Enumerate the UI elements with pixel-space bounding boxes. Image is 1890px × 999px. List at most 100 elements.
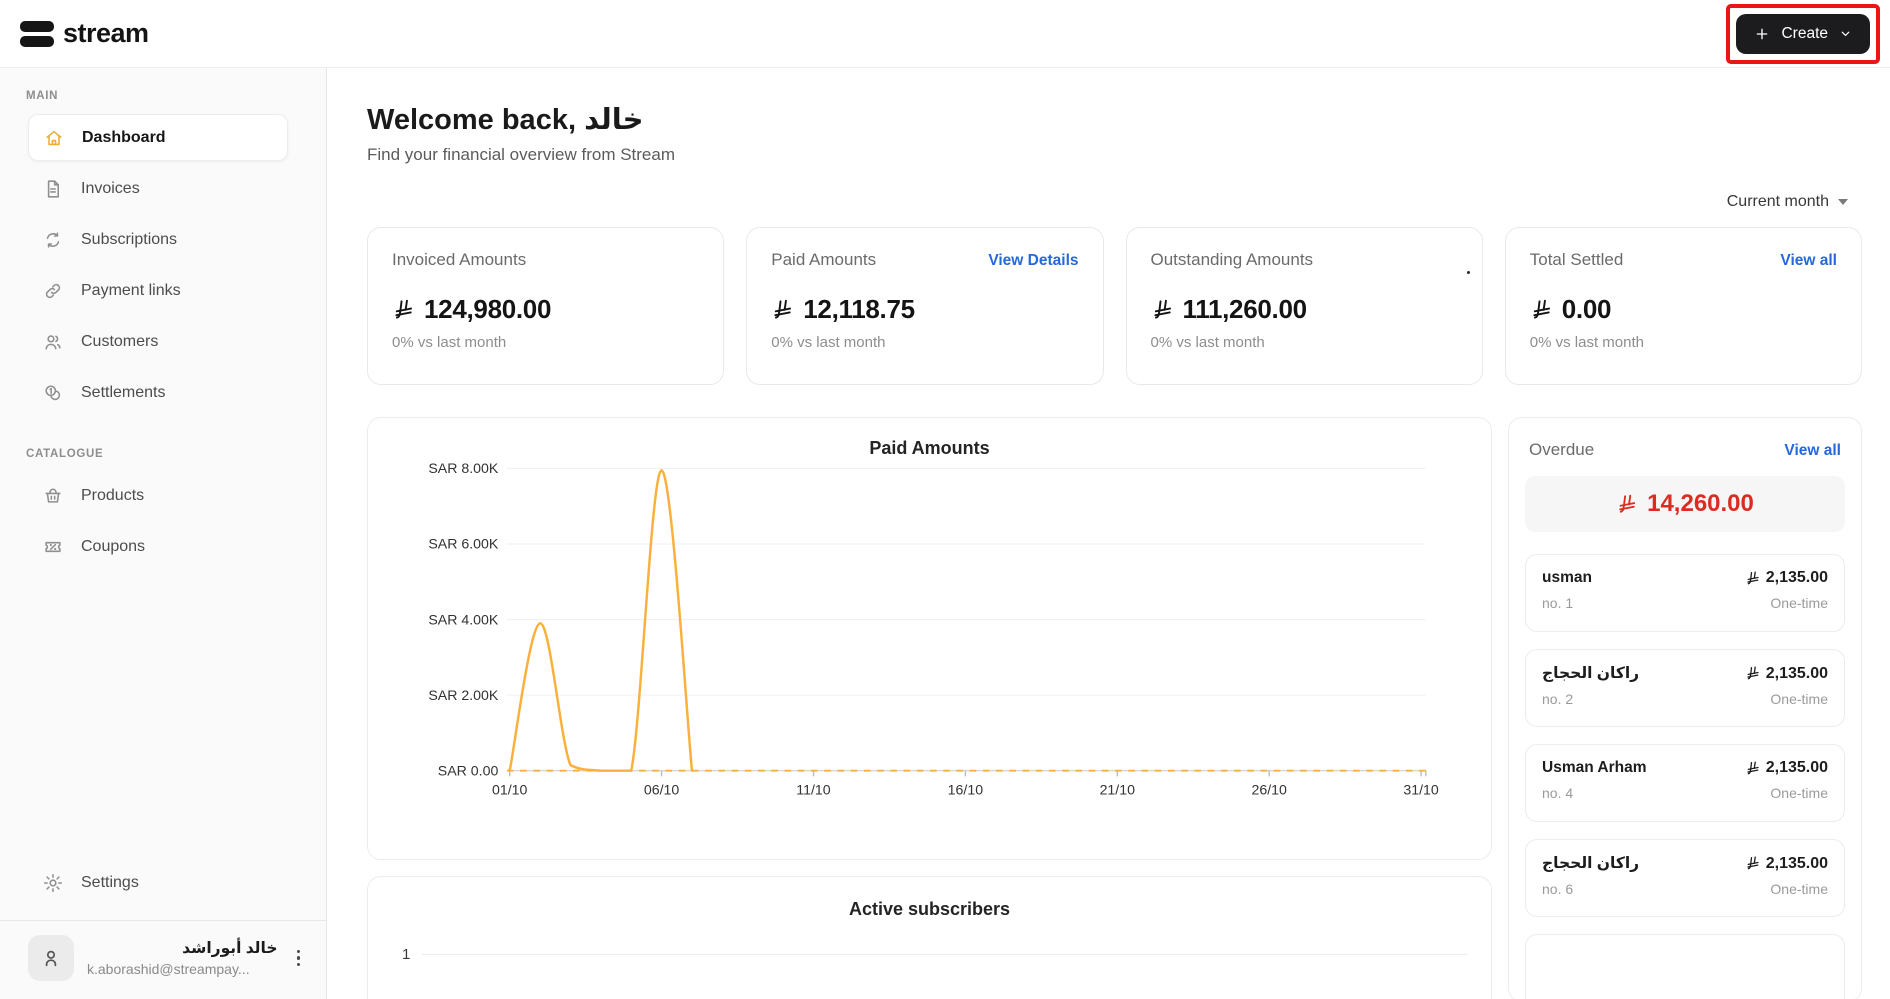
overdue-ref: no. 2 bbox=[1542, 691, 1574, 707]
overdue-total-amount: 14,260.00 bbox=[1647, 490, 1754, 517]
gear-icon bbox=[42, 872, 64, 894]
annotation-highlight-box: Create bbox=[1726, 3, 1880, 64]
overdue-item[interactable]: راكان الحجاج 2,135.00 no. 2 One-time bbox=[1525, 649, 1845, 727]
user-name: خالد أبوراشد bbox=[182, 940, 278, 957]
user-email: k.aborashid@streampay... bbox=[87, 961, 250, 977]
plus-icon bbox=[1757, 28, 1768, 39]
y-tick-label: SAR 4.00K bbox=[428, 612, 499, 628]
stat-label: Total Settled bbox=[1529, 250, 1624, 269]
sidebar-item-label: Settings bbox=[81, 873, 139, 891]
sidebar-item-label: Coupons bbox=[81, 537, 146, 555]
sidebar-item-label: Products bbox=[81, 486, 145, 504]
overdue-item[interactable]: راكان الحجاج 2,135.00 no. 6 One-time bbox=[1525, 839, 1845, 917]
sidebar-item-settings[interactable]: Settings bbox=[28, 859, 288, 906]
sidebar-item-dashboard[interactable]: Dashboard bbox=[28, 114, 288, 161]
period-selector-value: Current month bbox=[1726, 193, 1829, 210]
sidebar-item-invoices[interactable]: Invoices bbox=[28, 165, 288, 212]
view-all-link[interactable]: View all bbox=[1780, 252, 1837, 269]
stat-value: 111,260.00 bbox=[1182, 294, 1308, 324]
view-details-link[interactable]: View Details bbox=[988, 252, 1079, 269]
stat-card-paid-amounts: Paid Amounts View Details 12,118.75 0% v… bbox=[746, 227, 1104, 385]
sidebar-section-main: MAIN bbox=[26, 90, 59, 102]
sidebar-item-payment-links[interactable]: Payment links bbox=[28, 267, 288, 314]
caret-down-icon bbox=[1838, 199, 1848, 205]
sidebar-item-settlements[interactable]: Settlements bbox=[28, 369, 288, 416]
overdue-type: One-time bbox=[1770, 595, 1828, 611]
chart-title: Paid Amounts bbox=[869, 438, 990, 458]
home-icon bbox=[43, 127, 65, 149]
stat-cards-row: Invoiced Amounts 124,980.00 0% vs last m… bbox=[367, 227, 1862, 385]
chevron-down-icon bbox=[1841, 31, 1850, 36]
stat-card-invoiced-amounts: Invoiced Amounts 124,980.00 0% vs last m… bbox=[367, 227, 725, 385]
paid-amounts-line-chart: SAR 0.00 SAR 2.00K SAR 4.00K SAR 6.00K SAR 8… bbox=[428, 461, 1439, 798]
stat-label: Paid Amounts bbox=[771, 250, 877, 269]
stat-value: 0.00 bbox=[1561, 294, 1612, 324]
overdue-list: usman 2,135.00 no. 1 One-time راكان الحج… bbox=[1525, 554, 1845, 999]
sidebar-item-label: Dashboard bbox=[82, 128, 166, 146]
overdue-ref: no. 6 bbox=[1542, 881, 1574, 897]
overdue-customer-name: usman bbox=[1542, 569, 1592, 586]
user-profile[interactable]: خالد أبوراشد k.aborashid@streampay... bbox=[0, 921, 326, 985]
overdue-amount: 2,135.00 bbox=[1765, 664, 1828, 682]
overdue-item-partial[interactable] bbox=[1525, 934, 1845, 999]
overdue-type: One-time bbox=[1770, 881, 1828, 897]
overdue-amount: 2,135.00 bbox=[1765, 854, 1828, 872]
stat-delta: 0% vs last month bbox=[392, 334, 507, 351]
active-subscribers-chart-card: Active subscribers 1 bbox=[367, 876, 1492, 999]
overdue-item[interactable]: usman 2,135.00 no. 1 One-time bbox=[1525, 554, 1845, 632]
stat-value: 124,980.00 bbox=[424, 294, 552, 324]
gridline bbox=[422, 954, 1467, 955]
overdue-item[interactable]: Usman Arham 2,135.00 no. 4 One-time bbox=[1525, 744, 1845, 822]
y-tick-label: 1 bbox=[402, 946, 411, 963]
overdue-total: 14,260.00 bbox=[1525, 476, 1845, 532]
stat-label: Outstanding Amounts bbox=[1150, 250, 1314, 269]
payment-link-icon bbox=[42, 280, 64, 302]
stat-delta: 0% vs last month bbox=[771, 334, 886, 351]
y-tick-label: SAR 0.00 bbox=[438, 763, 499, 779]
overdue-customer-name: Usman Arham bbox=[1542, 759, 1647, 776]
coupons-ticket-icon bbox=[42, 536, 64, 558]
customers-icon bbox=[42, 331, 64, 353]
view-all-link[interactable]: View all bbox=[1784, 442, 1841, 459]
sar-currency-icon bbox=[1747, 571, 1759, 584]
sar-currency-icon bbox=[1747, 761, 1759, 774]
paid-amounts-series-line bbox=[508, 469, 694, 772]
x-tick-label: 11/10 bbox=[796, 782, 831, 798]
sidebar-item-label: Customers bbox=[81, 332, 159, 350]
create-button[interactable]: Create bbox=[1736, 13, 1870, 54]
brand-name: stream bbox=[63, 18, 149, 48]
paid-amounts-chart-card: Paid Amounts SAR 0.00 SAR 2.00K SAR 4.00K S… bbox=[367, 417, 1492, 860]
period-selector-dropdown[interactable]: Current month bbox=[1727, 193, 1848, 211]
overdue-title: Overdue bbox=[1529, 440, 1595, 459]
x-tick-label: 31/10 bbox=[1403, 782, 1439, 798]
sidebar-item-label: Payment links bbox=[81, 281, 181, 299]
x-tick-label: 06/10 bbox=[644, 782, 680, 798]
page-title: Welcome back, خالد bbox=[367, 104, 644, 136]
subscriptions-sync-icon bbox=[42, 229, 64, 251]
sidebar: MAIN Dashboard Invoices Subscriptions Pa… bbox=[0, 68, 327, 999]
sar-currency-icon bbox=[1153, 299, 1171, 319]
stat-delta: 0% vs last month bbox=[1529, 334, 1644, 351]
main-content: Welcome back, خالد Find your financial o… bbox=[327, 68, 1890, 999]
cursor-dot bbox=[1467, 271, 1470, 274]
stat-value: 12,118.75 bbox=[803, 294, 915, 324]
sar-currency-icon bbox=[1533, 299, 1550, 319]
stat-label: Invoiced Amounts bbox=[392, 250, 527, 269]
sar-currency-icon bbox=[395, 299, 413, 319]
x-tick-label: 16/10 bbox=[948, 782, 984, 798]
sidebar-item-subscriptions[interactable]: Subscriptions bbox=[28, 216, 288, 263]
stream-logo-icon bbox=[20, 20, 54, 47]
sidebar-item-products[interactable]: Products bbox=[28, 472, 288, 519]
y-tick-label: SAR 2.00K bbox=[428, 688, 499, 704]
stat-card-outstanding-amounts: Outstanding Amounts 111,260.00 0% vs las… bbox=[1125, 227, 1483, 385]
brand-logo: stream bbox=[20, 18, 149, 49]
y-tick-label: SAR 6.00K bbox=[428, 537, 499, 553]
invoice-icon bbox=[42, 178, 64, 200]
overdue-panel: Overdue View all 14,260.00 usman 2,135.0… bbox=[1508, 417, 1862, 999]
sidebar-item-coupons[interactable]: Coupons bbox=[28, 523, 288, 570]
sidebar-item-customers[interactable]: Customers bbox=[28, 318, 288, 365]
divider bbox=[0, 920, 326, 921]
kebab-menu-icon[interactable] bbox=[291, 944, 307, 973]
x-tick-label: 21/10 bbox=[1100, 782, 1136, 798]
overdue-amount: 2,135.00 bbox=[1765, 569, 1828, 586]
